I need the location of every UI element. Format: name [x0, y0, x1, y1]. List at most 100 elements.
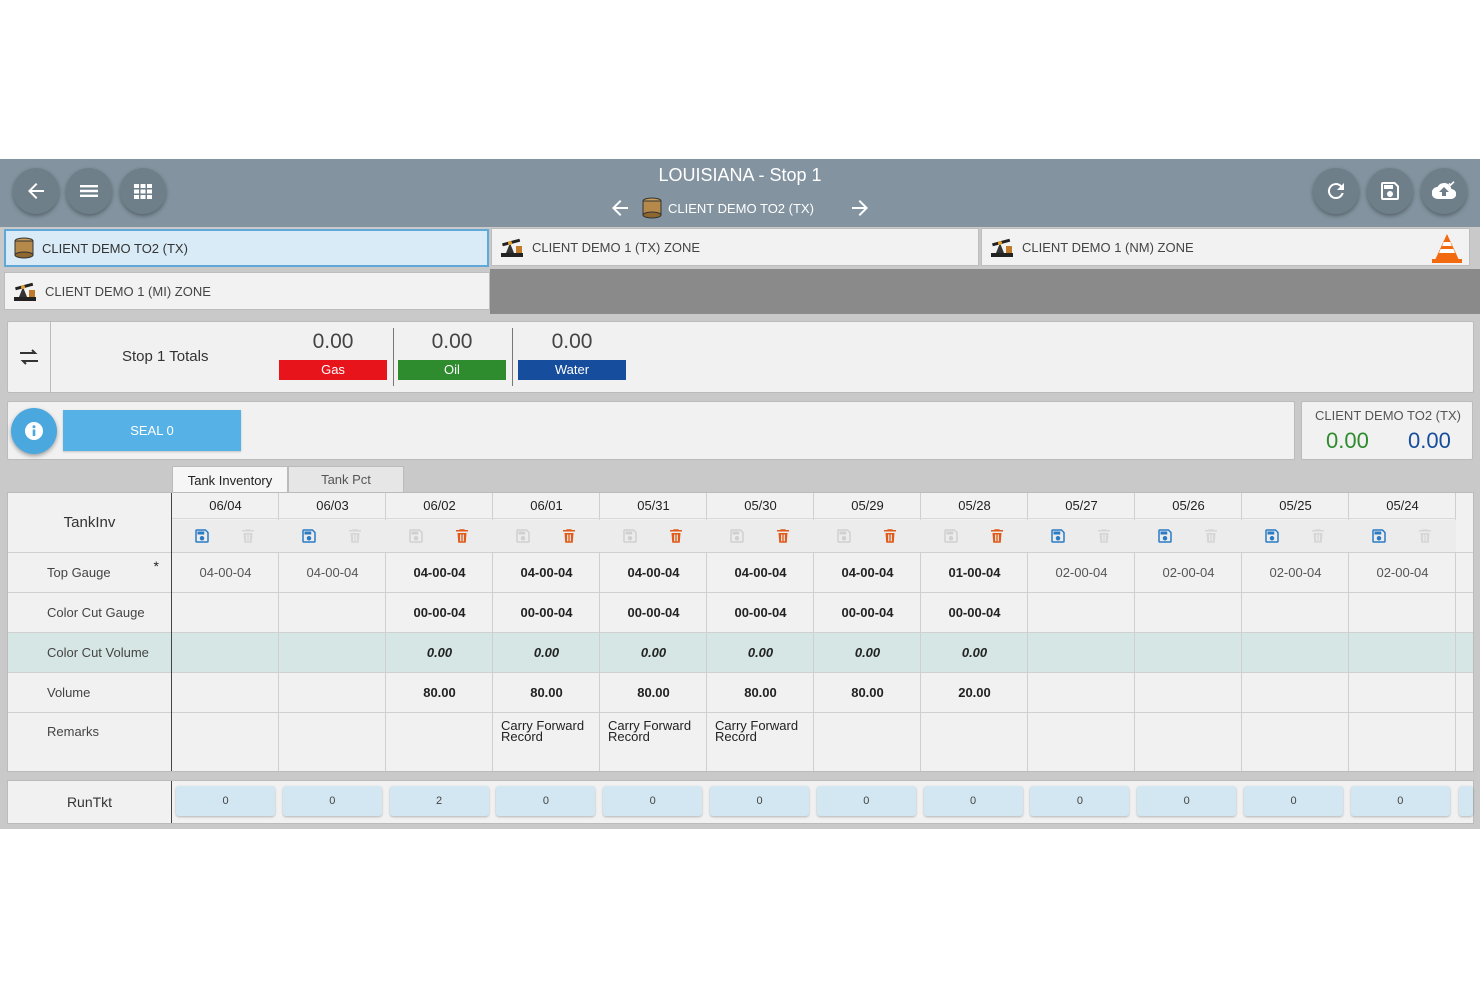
delete-icon[interactable]	[667, 527, 685, 545]
save-icon[interactable]	[514, 527, 532, 545]
delete-icon[interactable]	[774, 527, 792, 545]
cell-volume[interactable]: 80.00	[530, 684, 563, 700]
run-ticket-button-partial[interactable]	[1459, 786, 1473, 816]
cell-color-cut-volume[interactable]	[279, 632, 386, 672]
cell-volume[interactable]: 80.00	[637, 684, 670, 700]
save-button[interactable]	[1367, 168, 1413, 214]
run-ticket-button[interactable]: 0	[710, 786, 809, 816]
next-tank-arrow-icon[interactable]	[848, 196, 872, 220]
cell-color-cut-gauge[interactable]: 00-00-04	[948, 604, 1001, 620]
cell-remarks[interactable]	[921, 712, 1028, 752]
cell-color-cut-gauge[interactable]	[1242, 592, 1349, 632]
cell-volume[interactable]: 80.00	[744, 684, 777, 700]
cell-color-cut-gauge[interactable]: 00-00-04	[627, 604, 680, 620]
cell-color-cut-gauge[interactable]	[1135, 592, 1242, 632]
cell-remarks[interactable]: Carry Forward Record	[608, 718, 692, 744]
cell-top-gauge[interactable]: 04-00-04	[841, 564, 894, 580]
cell-color-cut-gauge[interactable]: 00-00-04	[841, 604, 894, 620]
cell-color-cut-gauge[interactable]: 00-00-04	[413, 604, 466, 620]
save-icon[interactable]	[300, 527, 318, 545]
tank-tab-client-demo-to2[interactable]: CLIENT DEMO TO2 (TX)	[4, 229, 489, 267]
run-ticket-button[interactable]: 0	[176, 786, 275, 816]
cell-color-cut-volume[interactable]: 0.00	[426, 644, 453, 660]
cell-volume[interactable]	[1349, 672, 1456, 712]
cell-remarks[interactable]: Carry Forward Record	[501, 718, 585, 744]
cell-color-cut-volume[interactable]	[1028, 632, 1135, 672]
cell-remarks[interactable]: Carry Forward Record	[715, 718, 799, 744]
cell-top-gauge[interactable]: 04-00-04	[413, 564, 466, 580]
tab-tank-inventory[interactable]: Tank Inventory	[172, 466, 288, 493]
save-icon[interactable]	[942, 527, 960, 545]
cell-color-cut-gauge[interactable]	[279, 592, 386, 632]
cell-remarks[interactable]	[1028, 712, 1135, 752]
cell-top-gauge[interactable]: 02-00-04	[1376, 564, 1429, 580]
swap-button[interactable]	[8, 322, 51, 392]
cell-top-gauge[interactable]: 02-00-04	[1269, 564, 1322, 580]
run-ticket-button[interactable]: 0	[1030, 786, 1130, 816]
cell-color-cut-volume[interactable]: 0.00	[961, 644, 988, 660]
run-ticket-button[interactable]: 0	[1350, 786, 1450, 816]
cell-volume[interactable]: 80.00	[851, 684, 884, 700]
tab-tank-pct[interactable]: Tank Pct	[288, 466, 404, 492]
run-ticket-button[interactable]: 2	[389, 786, 489, 816]
cell-color-cut-volume[interactable]: 0.00	[854, 644, 881, 660]
cell-color-cut-volume[interactable]	[1349, 632, 1456, 672]
cell-volume[interactable]	[1242, 672, 1349, 712]
cell-top-gauge[interactable]: 04-00-04	[734, 564, 787, 580]
previous-tank-arrow-icon[interactable]	[608, 196, 632, 220]
cell-volume[interactable]	[1028, 672, 1135, 712]
cell-color-cut-volume[interactable]	[1242, 632, 1349, 672]
save-icon[interactable]	[621, 527, 639, 545]
run-ticket-button[interactable]: 0	[923, 786, 1023, 816]
tank-tab-client-demo-1-mi[interactable]: CLIENT DEMO 1 (MI) ZONE	[4, 272, 490, 310]
delete-icon[interactable]	[1416, 527, 1434, 545]
delete-icon[interactable]	[346, 527, 364, 545]
cell-volume[interactable]: 80.00	[423, 684, 456, 700]
run-ticket-button[interactable]: 0	[603, 786, 703, 816]
menu-button[interactable]	[66, 168, 112, 214]
delete-icon[interactable]	[239, 527, 257, 545]
cell-color-cut-volume[interactable]	[172, 632, 279, 672]
run-ticket-button[interactable]: 0	[816, 786, 916, 816]
delete-icon[interactable]	[453, 527, 471, 545]
cell-remarks[interactable]	[1135, 712, 1242, 752]
cell-volume[interactable]: 20.00	[958, 684, 991, 700]
delete-icon[interactable]	[1309, 527, 1327, 545]
cell-top-gauge[interactable]: 04-00-04	[306, 564, 359, 580]
cell-remarks[interactable]	[1242, 712, 1349, 752]
delete-icon[interactable]	[988, 527, 1006, 545]
save-icon[interactable]	[835, 527, 853, 545]
tank-tab-client-demo-1-nm[interactable]: CLIENT DEMO 1 (NM) ZONE	[981, 228, 1470, 266]
back-button[interactable]	[13, 168, 59, 214]
save-icon[interactable]	[193, 527, 211, 545]
save-icon[interactable]	[1049, 527, 1067, 545]
cell-volume[interactable]	[279, 672, 386, 712]
cell-color-cut-gauge[interactable]	[1028, 592, 1135, 632]
tank-tab-client-demo-1-tx[interactable]: CLIENT DEMO 1 (TX) ZONE	[491, 228, 979, 266]
run-ticket-button[interactable]: 0	[1244, 786, 1343, 816]
delete-icon[interactable]	[1202, 527, 1220, 545]
run-ticket-button[interactable]: 0	[1137, 786, 1237, 816]
cell-remarks[interactable]	[172, 712, 279, 752]
save-icon[interactable]	[728, 527, 746, 545]
cell-color-cut-volume[interactable]: 0.00	[747, 644, 774, 660]
cell-remarks[interactable]	[386, 712, 493, 752]
save-icon[interactable]	[407, 527, 425, 545]
cell-volume[interactable]	[1135, 672, 1242, 712]
cell-color-cut-volume[interactable]	[1135, 632, 1242, 672]
run-ticket-button[interactable]: 0	[496, 786, 596, 816]
delete-icon[interactable]	[560, 527, 578, 545]
seal-button[interactable]: SEAL 0	[63, 410, 241, 451]
sync-upload-button[interactable]	[1421, 168, 1467, 214]
cell-top-gauge[interactable]: 04-00-04	[627, 564, 680, 580]
delete-icon[interactable]	[881, 527, 899, 545]
cell-color-cut-gauge[interactable]: 00-00-04	[734, 604, 787, 620]
cell-top-gauge[interactable]: 02-00-04	[1162, 564, 1215, 580]
cell-color-cut-volume[interactable]: 0.00	[640, 644, 667, 660]
cell-top-gauge[interactable]: 04-00-04	[520, 564, 573, 580]
cell-color-cut-gauge[interactable]	[1349, 592, 1456, 632]
info-button[interactable]	[11, 408, 57, 454]
cell-remarks[interactable]	[279, 712, 386, 752]
save-icon[interactable]	[1156, 527, 1174, 545]
cell-top-gauge[interactable]: 04-00-04	[199, 564, 252, 580]
